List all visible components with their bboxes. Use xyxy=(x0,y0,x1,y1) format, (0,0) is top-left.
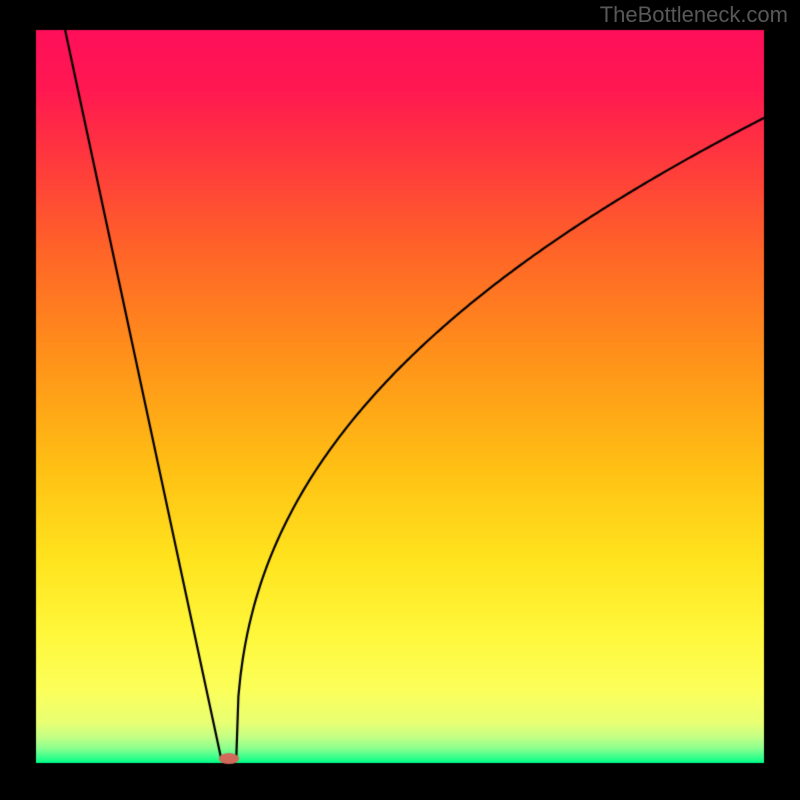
watermark-text: TheBottleneck.com xyxy=(600,2,788,28)
bottleneck-chart-canvas xyxy=(0,0,800,800)
